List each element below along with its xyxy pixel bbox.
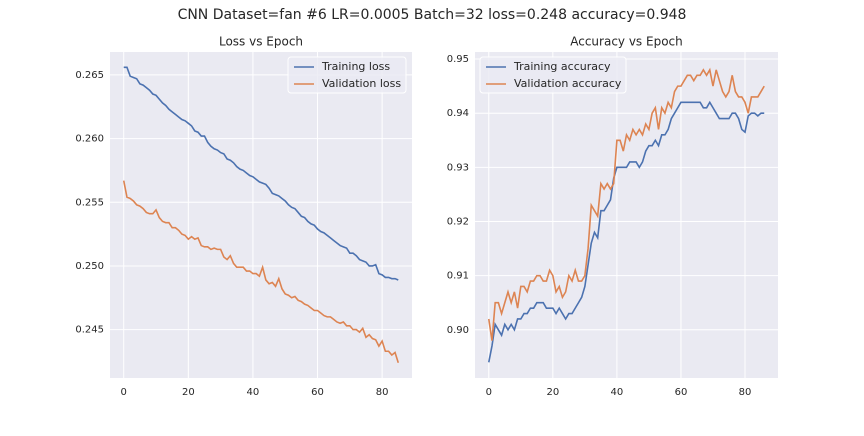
y-tick-label: 0.255 bbox=[75, 197, 104, 208]
x-tick-label: 40 bbox=[611, 387, 624, 398]
x-tick-label: 60 bbox=[311, 387, 324, 398]
y-tick-label: 0.95 bbox=[447, 54, 469, 65]
series-line bbox=[487, 67, 765, 341]
legend-label: Training loss bbox=[321, 60, 390, 73]
subplot-title: Loss vs Epoch bbox=[219, 35, 303, 49]
y-tick-label: 0.245 bbox=[75, 325, 104, 336]
y-tick-label: 0.250 bbox=[75, 261, 104, 272]
subplot-title: Accuracy vs Epoch bbox=[570, 35, 683, 49]
figure-title: CNN Dataset=fan #6 LR=0.0005 Batch=32 lo… bbox=[178, 7, 687, 23]
y-tick-label: 0.265 bbox=[75, 70, 104, 81]
legend-label: Training accuracy bbox=[513, 60, 611, 73]
x-tick-label: 20 bbox=[546, 387, 559, 398]
x-tick-label: 80 bbox=[376, 387, 389, 398]
legend-label: Validation loss bbox=[322, 77, 401, 90]
plot-area bbox=[110, 52, 412, 378]
x-tick-label: 0 bbox=[121, 387, 127, 398]
legend-label: Validation accuracy bbox=[514, 77, 622, 90]
x-tick-label: 20 bbox=[182, 387, 195, 398]
y-tick-label: 0.93 bbox=[447, 162, 469, 173]
y-tick-label: 0.92 bbox=[447, 216, 469, 227]
x-tick-label: 60 bbox=[675, 387, 688, 398]
series-line bbox=[123, 66, 399, 281]
legend-box bbox=[287, 56, 407, 94]
x-tick-label: 0 bbox=[486, 387, 492, 398]
y-tick-label: 0.260 bbox=[75, 134, 104, 145]
y-tick-label: 0.91 bbox=[447, 271, 469, 282]
x-tick-label: 40 bbox=[247, 387, 260, 398]
x-tick-label: 80 bbox=[739, 387, 752, 398]
y-tick-label: 0.94 bbox=[447, 108, 469, 119]
series-line bbox=[487, 100, 765, 363]
series-line bbox=[122, 180, 400, 363]
y-tick-label: 0.90 bbox=[447, 325, 469, 336]
plot-area bbox=[475, 52, 778, 378]
legend-box bbox=[479, 56, 627, 94]
